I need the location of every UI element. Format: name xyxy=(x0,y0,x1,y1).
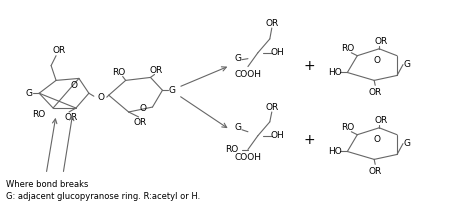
Text: O: O xyxy=(139,103,146,113)
Text: G: G xyxy=(235,54,241,63)
Text: G: G xyxy=(169,86,176,95)
Text: G: adjacent glucopyranose ring. R:acetyl or H.: G: adjacent glucopyranose ring. R:acetyl… xyxy=(6,192,201,201)
Text: O: O xyxy=(374,56,381,65)
Text: RO: RO xyxy=(112,68,125,77)
Text: OR: OR xyxy=(369,88,382,97)
Text: HO: HO xyxy=(328,147,342,156)
Text: OR: OR xyxy=(265,19,278,28)
Text: RO: RO xyxy=(33,110,46,120)
Text: G: G xyxy=(403,139,410,148)
Text: OR: OR xyxy=(369,167,382,176)
Text: G: G xyxy=(26,89,33,98)
Text: OR: OR xyxy=(134,118,147,127)
Text: OR: OR xyxy=(53,46,66,55)
Text: OR: OR xyxy=(64,114,78,122)
Text: OR: OR xyxy=(374,37,388,46)
Text: OR: OR xyxy=(150,66,163,75)
Text: RO: RO xyxy=(341,123,354,132)
Text: RO: RO xyxy=(341,44,354,53)
Text: COOH: COOH xyxy=(235,70,262,79)
Text: HO: HO xyxy=(328,68,342,77)
Text: G: G xyxy=(403,60,410,69)
Text: COOH: COOH xyxy=(235,153,262,162)
Text: OR: OR xyxy=(265,103,278,112)
Text: OH: OH xyxy=(271,48,284,57)
Text: OR: OR xyxy=(374,116,388,125)
Text: O: O xyxy=(374,135,381,144)
Text: O: O xyxy=(97,93,104,102)
Text: +: + xyxy=(304,133,315,147)
Text: RO: RO xyxy=(225,145,238,154)
Text: Where bond breaks: Where bond breaks xyxy=(6,180,89,189)
Text: G: G xyxy=(235,123,241,132)
Text: O: O xyxy=(71,81,77,90)
Text: +: + xyxy=(304,59,315,72)
Text: OH: OH xyxy=(271,131,284,140)
